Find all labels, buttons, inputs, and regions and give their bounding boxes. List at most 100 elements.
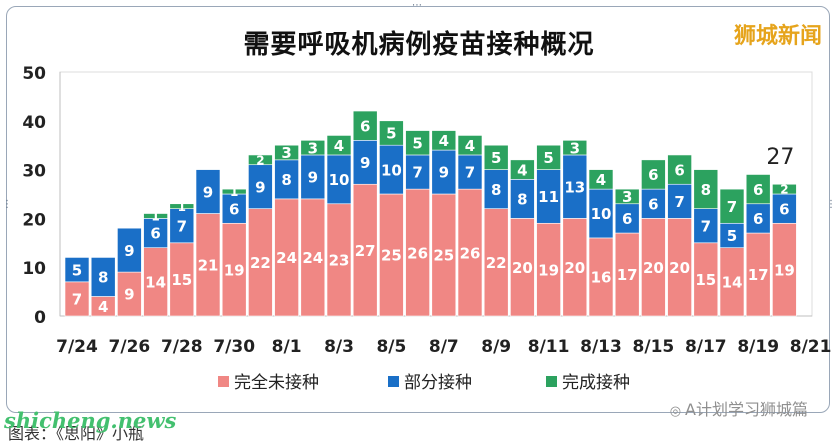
bar-value-label: 23 [329,252,350,270]
bar-value-label: 22 [250,254,271,272]
bar-value-label: 5 [727,227,737,245]
x-tick-label: 7/26 [109,337,151,357]
bar-segment-full [169,203,195,209]
bar-value-label: 19 [538,261,559,279]
bar-value-label: 6 [229,200,239,218]
legend-swatch [388,376,399,387]
bar-value-label: 11 [538,188,559,206]
resize-handle-top[interactable]: ⋯ [412,0,422,11]
bar-segment-partial [483,169,509,209]
bar-value-label: 1 [151,210,159,224]
legend-label: 完全未接种 [234,373,319,393]
bar-segment-partial [457,154,483,190]
bar-segment-full [457,135,483,156]
x-tick-label: 8/19 [737,337,779,357]
bar-segment-unvaccinated [405,188,430,317]
bar-value-label: 7 [177,217,187,235]
bar-segment-full [562,140,588,156]
bar-segment-unvaccinated [562,218,588,317]
site-watermark: shicheng.news [4,408,177,433]
bar-value-label: 6 [753,181,763,199]
x-tick-label: 8/13 [580,337,622,357]
bar-segment-unvaccinated [772,222,797,317]
total-annotation: 27 [766,145,794,170]
bar-segment-partial [614,203,640,234]
bar-segment-unvaccinated [248,208,273,317]
bar-segment-full [510,159,535,180]
bar-segment-full [326,135,352,156]
bar-value-label: 10 [591,205,612,223]
bar-segment-full [719,188,745,224]
bar-segment-partial [772,193,797,224]
bar-value-label: 25 [381,247,402,265]
bar-segment-full [352,110,378,141]
bar-value-label: 5 [386,125,396,143]
bar-segment-full [143,213,168,219]
bar-value-label: 6 [360,117,370,135]
bar-segment-full [667,154,692,185]
resize-handle-left[interactable]: ⋮ [2,199,12,210]
bar-segment-full [379,120,404,146]
bar-value-label: 7 [701,217,711,235]
bar-segment-unvaccinated [457,188,483,317]
bar-segment-unvaccinated [483,208,509,317]
bar-value-label: 22 [486,254,507,272]
bar-value-label: 26 [460,244,481,262]
x-tick-label: 8/1 [272,337,302,357]
bar-segment-partial [719,222,745,248]
x-tick-label: 8/15 [633,337,675,357]
bar-segment-partial [510,179,535,219]
bar-segment-full [614,188,640,205]
bar-value-label: 3 [308,139,318,157]
bar-value-label: 17 [617,266,638,284]
bar-segment-full [483,144,509,170]
bar-segment-unvaccinated [614,232,640,317]
bar-segment-partial [588,188,614,239]
account-attribution: ◎ A计划学习狮城篇 [670,396,808,420]
bar-segment-partial [745,203,771,234]
x-tick-label: 8/3 [324,337,354,357]
x-tick-label: 8/11 [528,337,570,357]
bar-value-label: 14 [722,274,743,292]
bar-segment-unvaccinated [274,198,299,317]
bar-segment-partial [90,257,116,297]
bar-value-label: 20 [564,259,585,277]
bar-segment-unvaccinated [352,183,378,317]
bar-value-label: 4 [596,171,606,189]
bar-value-label: 21 [198,256,219,274]
x-tick-label: 7/30 [213,337,255,357]
bar-value-label: 19 [224,261,245,279]
bar-segment-full [248,154,273,166]
bar-value-label: 5 [491,149,501,167]
bar-value-label: 5 [543,149,553,167]
bar-value-label: 6 [753,210,763,228]
x-tick-label: 8/21 [790,337,832,357]
account-name: A计划学习狮城篇 [685,400,808,419]
bar-value-label: 15 [695,271,716,289]
bar-segment-full [405,130,430,156]
bar-value-label: 20 [643,259,664,277]
bar-segment-unvaccinated [588,237,614,317]
bar-segment-full [536,144,561,170]
bar-value-label: 14 [145,274,166,292]
bar-value-label: 8 [491,181,501,199]
legend-label: 完成接种 [562,373,630,393]
x-tick-label: 7/28 [161,337,203,357]
bar-value-label: 10 [329,171,350,189]
bar-segment-partial [195,169,221,214]
bar-value-label: 5 [412,134,422,152]
bar-value-label: 9 [203,183,213,201]
bar-segment-full [588,169,614,190]
y-tick-label: 10 [22,259,46,279]
x-tick-label: 8/7 [429,337,459,357]
resize-handle-right[interactable]: ⋮ [826,199,836,210]
bar-segment-partial [117,227,142,273]
bar-segment-partial [248,164,273,209]
bar-segment-full [274,144,299,161]
bar-value-label: 7 [72,291,82,309]
y-tick-label: 30 [22,162,46,182]
bar-value-label: 24 [302,249,323,267]
bar-value-label: 7 [412,164,422,182]
bar-segment-unvaccinated [143,247,168,317]
x-tick-label: 8/17 [685,337,727,357]
